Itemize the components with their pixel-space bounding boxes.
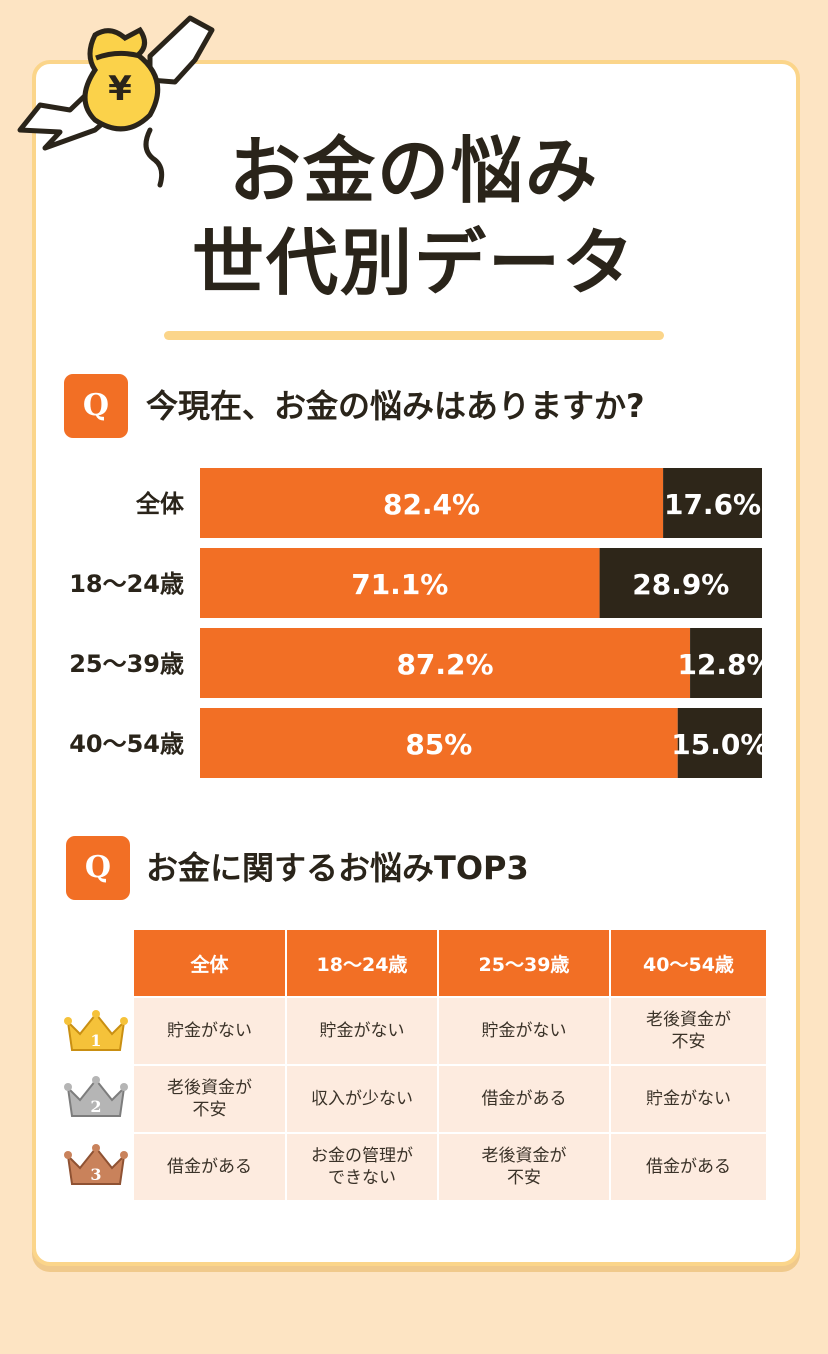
table-row: 老後資金が 不安 収入が少ない 借金がある 貯金がない — [134, 1064, 766, 1133]
ranking-cell: 貯金がない — [134, 996, 287, 1065]
gold-crown-icon: 1 — [64, 1010, 128, 1051]
question2-badge: Q — [66, 836, 130, 900]
bronze-crown-icon: 3 — [64, 1144, 128, 1185]
data-label: 82.4% — [383, 488, 480, 521]
data-label: 17.6% — [664, 488, 761, 521]
data-label: 15.0% — [671, 728, 768, 761]
stacked-bar-chart: 全体 82.4% 17.6% 18〜24歳 71.1% 28.9% 25〜39歳 87.2% 1… — [69, 468, 774, 778]
data-label: 85% — [405, 728, 472, 761]
data-label: 71.1% — [351, 568, 448, 601]
data-label: 12.8% — [677, 648, 774, 681]
table-row: 貯金がない 貯金がない 貯金がない 老後資金が 不安 — [134, 996, 766, 1065]
ranking-header-row: 全体 18〜24歳 25〜39歳 40〜54歳 — [134, 930, 766, 997]
ranking-cell: 老後資金が 不安 — [134, 1064, 287, 1133]
bar-segment-no — [663, 468, 762, 538]
ranking-cell: 借金がある — [438, 1064, 611, 1133]
bar-segment-yes — [200, 548, 600, 618]
ranking-cell: 借金がある — [134, 1132, 287, 1200]
data-label: 87.2% — [396, 648, 493, 681]
table-row: 借金がある お金の管理が できない 老後資金が 不安 借金がある — [134, 1132, 766, 1200]
bar-segment-yes — [200, 628, 691, 698]
ranking-cell: 貯金がない — [610, 1064, 766, 1133]
ranking-cell: 貯金がない — [286, 996, 439, 1065]
question2-text: お金に関するお悩みTOP3 — [146, 849, 529, 887]
title-underline — [164, 331, 664, 340]
category-label: 18〜24歳 — [69, 570, 184, 598]
ranking-header-cell: 全体 — [134, 930, 287, 997]
category-label: 25〜39歳 — [69, 650, 184, 678]
ranking-cell: 老後資金が 不安 — [438, 1132, 611, 1200]
data-label: 28.9% — [632, 568, 729, 601]
ranking-cell: お金の管理が できない — [286, 1132, 439, 1200]
bar-segment-no — [599, 548, 762, 618]
category-label: 全体 — [135, 490, 185, 518]
rank-number: 3 — [90, 1165, 101, 1184]
ranking-table: 全体 18〜24歳 25〜39歳 40〜54歳 貯金がない 貯金がない 貯金がな… — [134, 930, 766, 1200]
ranking-cell: 貯金がない — [438, 996, 611, 1065]
rank-number: 2 — [90, 1097, 101, 1116]
ranking-cell: 老後資金が 不安 — [610, 996, 766, 1065]
page-title-line2: 世代別データ — [191, 221, 636, 305]
category-label: 40〜54歳 — [69, 730, 184, 758]
rank-number: 1 — [90, 1031, 101, 1050]
silver-crown-icon: 2 — [64, 1076, 128, 1117]
question1-text: 今現在、お金の悩みはありますか? — [146, 387, 645, 425]
question1-badge: Q — [64, 374, 128, 438]
ranking-header-cell: 25〜39歳 — [438, 930, 611, 997]
ranking-header-cell: 40〜54歳 — [610, 930, 766, 997]
page-title-line1: お金の悩み — [228, 129, 599, 213]
bar-segment-no — [690, 628, 762, 698]
bar-segment-no — [677, 708, 762, 778]
ranking-header-cell: 18〜24歳 — [286, 930, 439, 997]
bar-segment-yes — [200, 468, 664, 538]
ranking-cell: 収入が少ない — [286, 1064, 439, 1133]
ranking-cell: 借金がある — [610, 1132, 766, 1200]
bar-segment-yes — [200, 708, 678, 778]
